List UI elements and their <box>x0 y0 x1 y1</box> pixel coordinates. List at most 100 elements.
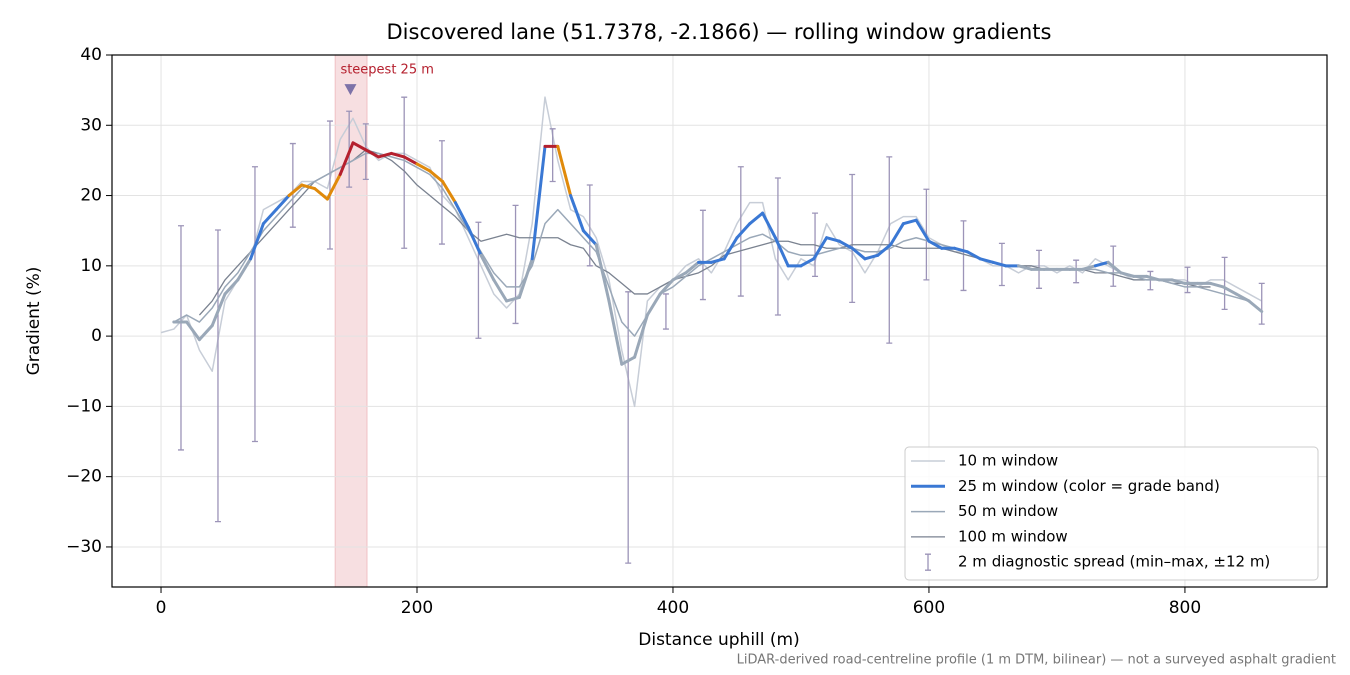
line-segment <box>530 144 547 261</box>
line-segment <box>325 172 342 201</box>
line-segment <box>1081 264 1097 271</box>
line-segment <box>453 201 470 229</box>
error-bar <box>1184 266 1191 294</box>
line-segment <box>300 183 317 191</box>
error-bar <box>177 225 184 451</box>
line-segment <box>364 148 381 159</box>
y-tick-label: 0 <box>91 326 102 346</box>
line-segment <box>761 211 777 240</box>
line-segment <box>965 250 982 261</box>
steepest-marker <box>344 84 357 96</box>
line-segment <box>1119 271 1136 278</box>
line-segment <box>441 179 457 205</box>
line-segment <box>236 257 253 282</box>
line-segment <box>671 271 688 282</box>
line-segment <box>428 169 445 183</box>
legend-label: 25 m window (color = grade band) <box>958 477 1220 495</box>
y-axis-label: Gradient (%) <box>24 267 44 376</box>
line-segment <box>210 292 227 328</box>
x-tick-label: 800 <box>1169 598 1201 618</box>
line-segment <box>633 313 649 359</box>
steepest-span <box>334 54 368 588</box>
error-bar <box>849 173 856 304</box>
error-bar <box>362 123 369 181</box>
line-segment <box>313 187 329 201</box>
line-segment <box>1234 292 1251 303</box>
line-segment <box>556 144 573 198</box>
error-bar <box>326 120 333 250</box>
error-bar <box>475 221 482 339</box>
line-segment <box>735 222 752 240</box>
legend-box <box>904 446 1319 581</box>
plot-frame <box>111 54 1328 588</box>
line-segment <box>812 236 829 261</box>
line-segment <box>274 194 291 212</box>
line-segment <box>722 236 739 261</box>
x-axis-label: Distance uphill (m) <box>638 630 799 650</box>
line-segment <box>607 299 624 366</box>
line-segment <box>927 239 944 250</box>
x-tick-label: 200 <box>401 598 433 618</box>
line-segment <box>517 257 534 299</box>
line-segment <box>991 260 1008 268</box>
y-tick-label: −20 <box>66 467 102 487</box>
error-bar <box>289 142 296 228</box>
line-segment <box>773 236 790 268</box>
y-tick-label: 30 <box>80 115 102 135</box>
line-segment <box>197 324 214 342</box>
line-segment <box>684 260 701 275</box>
line-segment <box>1017 264 1033 271</box>
line-segment <box>569 194 585 233</box>
error-bar <box>401 96 408 249</box>
y-tick-label: 40 <box>80 45 102 65</box>
line-segment <box>1221 285 1238 296</box>
line-segment <box>876 243 893 257</box>
line-segment <box>505 295 521 303</box>
line-segment <box>287 183 304 198</box>
annotation: steepest 25 m <box>340 63 433 78</box>
line-segment <box>338 141 355 176</box>
legend-swatch <box>925 553 931 571</box>
line-segment <box>901 218 918 226</box>
line-segment <box>466 225 483 257</box>
line-segment <box>914 218 931 243</box>
line-segment <box>748 211 765 226</box>
x-tick-label: 400 <box>657 598 689 618</box>
y-tick-label: 20 <box>80 186 102 206</box>
line-segment <box>645 292 662 317</box>
line-segment <box>389 151 406 159</box>
line-segment <box>1106 260 1123 275</box>
line-segment <box>850 246 867 261</box>
line-segment <box>825 236 841 243</box>
y-tick-label: 10 <box>80 256 102 276</box>
y-tick-label: −30 <box>66 537 102 557</box>
line-segment <box>377 151 393 159</box>
line-segment <box>1145 274 1161 282</box>
line-segment <box>402 155 419 166</box>
legend-label: 2 m diagnostic spread (min–max, ±12 m) <box>958 553 1270 571</box>
error-bar <box>214 229 221 523</box>
error-bar <box>549 128 556 183</box>
line-segment <box>223 278 240 296</box>
line-segment <box>1209 281 1225 289</box>
line-segment <box>492 278 509 303</box>
error-bar <box>586 184 593 267</box>
line-segment <box>581 229 598 247</box>
line-segment <box>837 239 854 250</box>
legend-label: 100 m window <box>958 527 1068 545</box>
x-tick-label: 0 <box>156 598 167 618</box>
line-segment <box>415 162 432 173</box>
line-segment <box>351 141 368 152</box>
error-bar <box>960 220 967 292</box>
line-segment <box>249 222 265 261</box>
error-bar <box>1073 259 1080 284</box>
line-segment <box>889 222 905 247</box>
line-segment <box>1247 299 1264 314</box>
chart-title: Discovered lane (51.7378, -2.1866) — rol… <box>387 20 1052 44</box>
legend-label: 10 m window <box>958 452 1058 470</box>
error-bar <box>438 140 445 245</box>
line-segment <box>1093 260 1110 268</box>
error-bar <box>662 293 669 330</box>
line-segment <box>620 355 637 366</box>
